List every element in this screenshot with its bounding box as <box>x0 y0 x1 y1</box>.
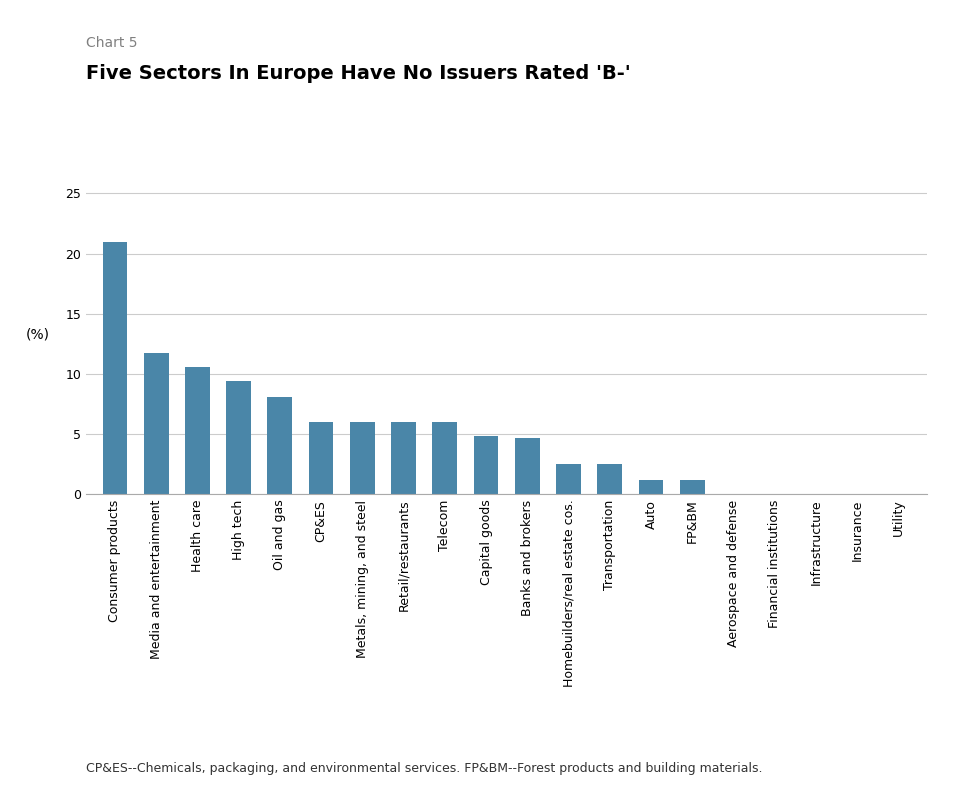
Text: CP&ES--Chemicals, packaging, and environmental services. FP&BM--Forest products : CP&ES--Chemicals, packaging, and environ… <box>86 762 763 775</box>
Bar <box>432 422 457 494</box>
Bar <box>680 480 705 494</box>
Bar <box>309 422 334 494</box>
Bar <box>556 464 581 494</box>
Bar <box>227 381 251 494</box>
Bar <box>102 241 127 494</box>
Bar <box>473 437 498 494</box>
Bar <box>143 353 168 494</box>
Y-axis label: (%): (%) <box>26 328 50 342</box>
Bar <box>639 480 663 494</box>
Bar <box>598 464 622 494</box>
Bar <box>515 438 540 494</box>
Bar <box>268 397 293 494</box>
Text: Chart 5: Chart 5 <box>86 36 138 50</box>
Bar <box>185 367 209 494</box>
Bar <box>350 422 375 494</box>
Bar <box>391 422 416 494</box>
Text: Five Sectors In Europe Have No Issuers Rated 'B-': Five Sectors In Europe Have No Issuers R… <box>86 64 631 83</box>
